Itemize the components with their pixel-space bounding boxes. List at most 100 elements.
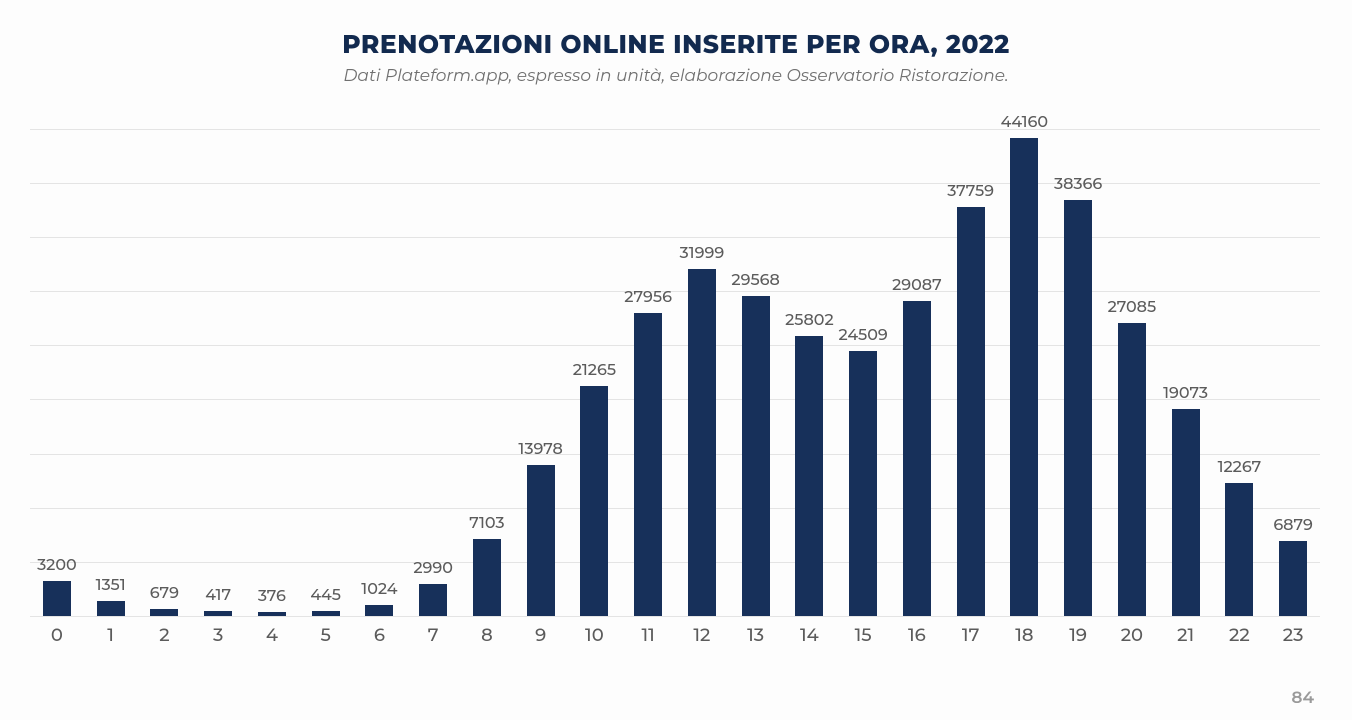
x-tick: 1 [84, 616, 138, 656]
bar-value-label: 376 [245, 587, 299, 606]
bar-value-label: 29087 [890, 276, 944, 295]
page: PRENOTAZIONI ONLINE INSERITE PER ORA, 20… [0, 0, 1352, 720]
x-tick: 0 [30, 616, 84, 656]
x-tick: 11 [621, 616, 675, 656]
bar-value-label: 7103 [460, 514, 514, 533]
bar [43, 581, 71, 616]
bar [1279, 541, 1307, 616]
bar-slot: 6879 [1266, 96, 1320, 616]
bar-value-label: 25802 [783, 311, 837, 330]
bar-slot: 376 [245, 96, 299, 616]
bar-slot: 37759 [944, 96, 998, 616]
x-tick: 10 [568, 616, 622, 656]
x-tick: 17 [944, 616, 998, 656]
bar-slot: 7103 [460, 96, 514, 616]
x-tick: 21 [1159, 616, 1213, 656]
bar-value-label: 37759 [944, 182, 998, 201]
x-tick: 18 [998, 616, 1052, 656]
x-tick: 6 [353, 616, 407, 656]
x-tick: 19 [1051, 616, 1105, 656]
bar-slot: 679 [138, 96, 192, 616]
bar-value-label: 3200 [30, 556, 84, 575]
bar-slot: 44160 [998, 96, 1052, 616]
bar-value-label: 6879 [1266, 516, 1320, 535]
bar-value-label: 21265 [568, 361, 622, 380]
bar [688, 269, 716, 616]
bar-value-label: 38366 [1051, 175, 1105, 194]
bar-slot: 2990 [406, 96, 460, 616]
bar [1172, 409, 1200, 616]
bar-value-label: 27085 [1105, 298, 1159, 317]
bar-slot: 12267 [1213, 96, 1267, 616]
bar [742, 296, 770, 616]
x-tick: 2 [138, 616, 192, 656]
x-tick: 5 [299, 616, 353, 656]
bar-value-label: 31999 [675, 244, 729, 263]
bar [97, 601, 125, 616]
x-tick: 22 [1213, 616, 1267, 656]
x-tick: 9 [514, 616, 568, 656]
bar-slot: 25802 [783, 96, 837, 616]
bar [903, 301, 931, 616]
bar [1064, 200, 1092, 616]
bar [473, 539, 501, 616]
bar-slot: 29087 [890, 96, 944, 616]
x-axis: 01234567891011121314151617181920212223 [30, 616, 1320, 656]
bar-slot: 21265 [568, 96, 622, 616]
bar-value-label: 1351 [84, 576, 138, 595]
bar-value-label: 445 [299, 586, 353, 605]
bar-value-label: 1024 [353, 580, 407, 599]
bar-slot: 19073 [1159, 96, 1213, 616]
chart-subtitle: Dati Plateform.app, espresso in unità, e… [30, 66, 1322, 86]
page-number: 84 [1291, 688, 1314, 708]
bar [849, 351, 877, 617]
bar-value-label: 27956 [621, 288, 675, 307]
x-tick: 12 [675, 616, 729, 656]
bar-slot: 1024 [353, 96, 407, 616]
bar [1010, 138, 1038, 616]
chart: 3200135167941737644510242990710313978212… [30, 96, 1320, 656]
bar-value-label: 12267 [1213, 458, 1267, 477]
bar-value-label: 2990 [406, 559, 460, 578]
bar-value-label: 13978 [514, 440, 568, 459]
x-tick: 8 [460, 616, 514, 656]
plot-area: 320013516794173764451024 2990 7103 13978 212… [30, 96, 1320, 616]
x-tick: 16 [890, 616, 944, 656]
bar-value-label: 24509 [836, 326, 890, 345]
bar [419, 584, 447, 616]
bar-slot: 27085 [1105, 96, 1159, 616]
bar [634, 313, 662, 616]
bar [580, 386, 608, 616]
bar-slot: 29568 [729, 96, 783, 616]
x-tick: 23 [1266, 616, 1320, 656]
x-tick: 3 [191, 616, 245, 656]
bars-container: 320013516794173764451024 2990 7103 13978 212… [30, 96, 1320, 616]
x-tick: 14 [783, 616, 837, 656]
bar [1225, 483, 1253, 616]
bar [795, 336, 823, 616]
bar-value-label: 29568 [729, 271, 783, 290]
bar [150, 609, 178, 616]
bar-value-label: 679 [138, 584, 192, 603]
bar-slot: 3200 [30, 96, 84, 616]
bar-slot: 24509 [836, 96, 890, 616]
bar-slot: 31999 [675, 96, 729, 616]
bar-slot: 417 [191, 96, 245, 616]
bar [1118, 323, 1146, 616]
bar-slot: 1351 [84, 96, 138, 616]
bar-slot: 13978 [514, 96, 568, 616]
bar-slot: 445 [299, 96, 353, 616]
bar-slot: 27956 [621, 96, 675, 616]
x-tick: 4 [245, 616, 299, 656]
bar [527, 465, 555, 616]
x-tick: 13 [729, 616, 783, 656]
bar-value-label: 19073 [1159, 384, 1213, 403]
bar [957, 207, 985, 616]
x-tick: 7 [406, 616, 460, 656]
x-tick: 20 [1105, 616, 1159, 656]
bar [365, 605, 393, 616]
bar-value-label: 417 [191, 586, 245, 605]
chart-title: PRENOTAZIONI ONLINE INSERITE PER ORA, 20… [30, 30, 1322, 60]
bar-slot: 38366 [1051, 96, 1105, 616]
bar-value-label: 44160 [998, 113, 1052, 132]
